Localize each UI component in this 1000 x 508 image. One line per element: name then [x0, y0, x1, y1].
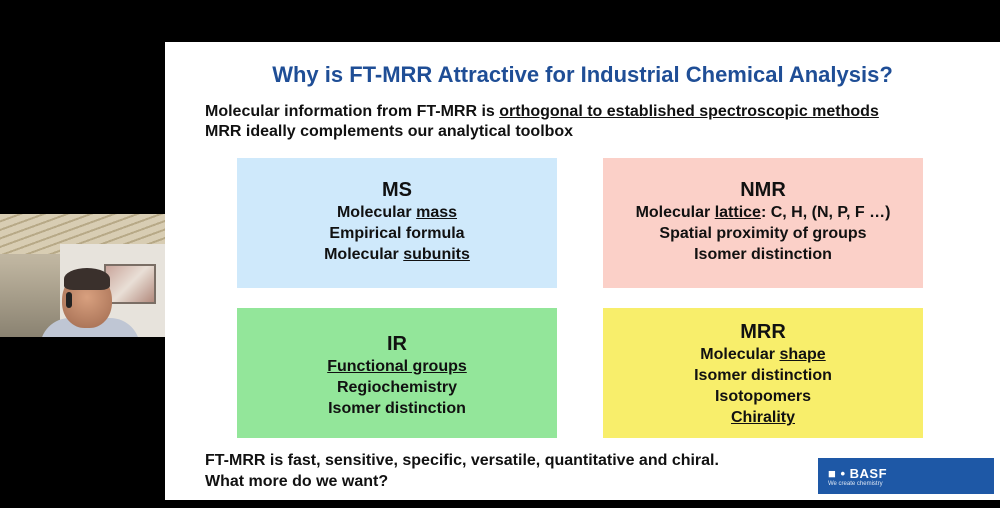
basf-logo: ■ • BASF We create chemistry: [818, 458, 994, 494]
intro-line-1-prefix: Molecular information from FT-MRR is: [205, 103, 500, 120]
basf-logo-mark: ■ • BASF: [828, 466, 888, 481]
intro-line-2: MRR ideally complements our analytical t…: [205, 123, 574, 140]
mrr-line-2: Isomer distinction: [694, 367, 832, 384]
mrr-box-title: MRR: [740, 321, 786, 343]
ms-line-1: Molecular mass: [237, 202, 557, 223]
mrr-line-3: Isotopomers: [714, 388, 811, 405]
ir-line-3: Isomer distinction: [328, 400, 466, 417]
intro-line-1: Molecular information from FT-MRR is ort…: [205, 102, 879, 122]
mrr-box: MRR Molecular shape Isomer distinction I…: [603, 308, 923, 438]
ir-box-title: IR: [387, 333, 407, 355]
webcam-video[interactable]: [0, 214, 165, 337]
slide-intro: Molecular information from FT-MRR is ort…: [205, 102, 879, 142]
nmr-line-1-suffix: : C, H, (N, P, F …): [760, 204, 891, 221]
mrr-line-1-text: Molecular: [700, 346, 780, 363]
slide-footer: FT-MRR is fast, sensitive, specific, ver…: [205, 450, 719, 492]
presentation-slide: Why is FT-MRR Attractive for Industrial …: [165, 42, 1000, 500]
nmr-box: NMR Molecular lattice: C, H, (N, P, F …)…: [603, 158, 923, 288]
nmr-line-1-text: Molecular: [635, 204, 715, 221]
ms-box-title: MS: [382, 179, 412, 201]
mrr-line-1: Molecular shape: [603, 344, 923, 365]
ms-line-2: Empirical formula: [329, 225, 465, 242]
footer-line-2: What more do we want?: [205, 473, 389, 490]
headset-icon: [66, 292, 72, 308]
speaker-hair: [64, 268, 110, 290]
ms-box: MS Molecular mass Empirical formula Mole…: [237, 158, 557, 288]
ir-box: IR Functional groups Regiochemistry Isom…: [237, 308, 557, 438]
nmr-box-title: NMR: [740, 179, 786, 201]
ms-line-3: Molecular subunits: [237, 244, 557, 265]
ms-line-1-underlined: mass: [416, 204, 458, 221]
ms-line-3-underlined: subunits: [403, 246, 470, 263]
nmr-line-1: Molecular lattice: C, H, (N, P, F …): [603, 202, 923, 223]
ir-line-1: Functional groups: [327, 358, 467, 375]
participant-panel: [0, 0, 165, 508]
footer-line-1: FT-MRR is fast, sensitive, specific, ver…: [205, 452, 719, 469]
ir-line-2: Regiochemistry: [336, 379, 458, 396]
intro-line-1-underlined: orthogonal to established spectroscopic …: [499, 103, 879, 120]
basf-logo-tagline: We create chemistry: [828, 481, 883, 487]
nmr-line-2: Spatial proximity of groups: [659, 225, 867, 242]
nmr-line-3: Isomer distinction: [694, 246, 832, 263]
ms-line-1-text: Molecular: [336, 204, 417, 221]
ms-line-3-text: Molecular: [324, 246, 404, 263]
nmr-line-1-underlined: lattice: [714, 204, 761, 221]
mrr-line-4: Chirality: [730, 409, 795, 426]
mrr-line-1-underlined: shape: [779, 346, 826, 363]
slide-title: Why is FT-MRR Attractive for Industrial …: [272, 62, 893, 87]
